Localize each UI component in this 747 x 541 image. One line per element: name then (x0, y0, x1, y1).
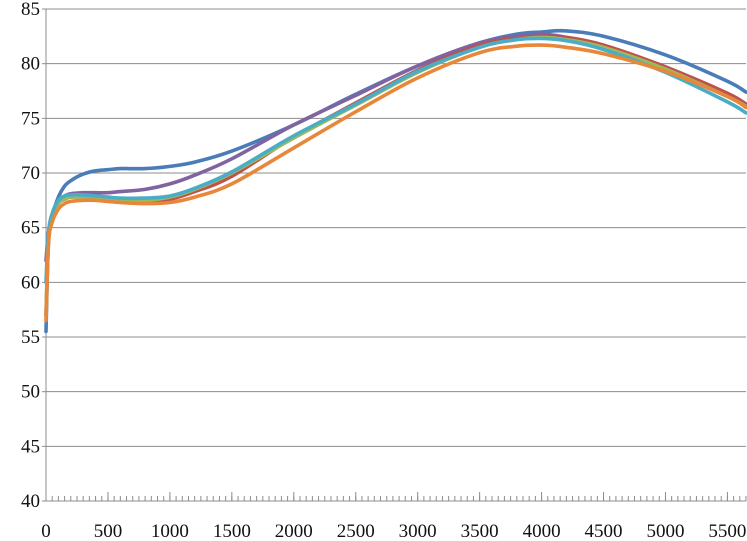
axes (42, 8, 747, 502)
x-tick-label-500: 500 (94, 521, 123, 541)
y-tick-label-50: 50 (21, 382, 40, 403)
y-tick-label-80: 80 (21, 54, 40, 75)
x-tick-label-2000: 2000 (275, 521, 313, 541)
x-tick-label-3000: 3000 (399, 521, 437, 541)
gridlines (46, 8, 746, 447)
x-tick-label-4000: 4000 (523, 521, 561, 541)
y-tick-label-85: 85 (21, 0, 40, 20)
y-tick-label-55: 55 (21, 327, 40, 348)
series-line-2 (44, 32, 747, 263)
x-tick-label-5500: 5500 (708, 521, 746, 541)
series-line-5 (44, 36, 747, 285)
x-tick-label-0: 0 (41, 521, 51, 541)
y-tick-label-40: 40 (21, 491, 40, 512)
series-line-3 (44, 34, 747, 317)
x-tick-label-1000: 1000 (151, 521, 189, 541)
x-tick-label-4500: 4500 (585, 521, 623, 541)
series-line-1 (44, 28, 747, 334)
y-tick-label-60: 60 (21, 272, 40, 293)
y-tick-labels: 40 45 50 55 60 65 70 75 80 85 (21, 0, 40, 512)
x-tick-label-3500: 3500 (461, 521, 499, 541)
y-tick-label-70: 70 (21, 163, 40, 184)
series-line-6 (44, 43, 747, 323)
series-lines (44, 28, 747, 334)
x-tick-label-1500: 1500 (213, 521, 251, 541)
x-tick-labels: 0 500 1000 1500 2000 2500 3000 3500 4000 4500 5000… (41, 521, 746, 541)
y-tick-label-75: 75 (21, 108, 40, 129)
series-line-4 (44, 35, 747, 317)
y-tick-label-65: 65 (21, 218, 40, 239)
x-tick-label-5000: 5000 (646, 521, 684, 541)
y-tick-label-45: 45 (21, 436, 40, 457)
x-tick-label-2500: 2500 (337, 521, 375, 541)
